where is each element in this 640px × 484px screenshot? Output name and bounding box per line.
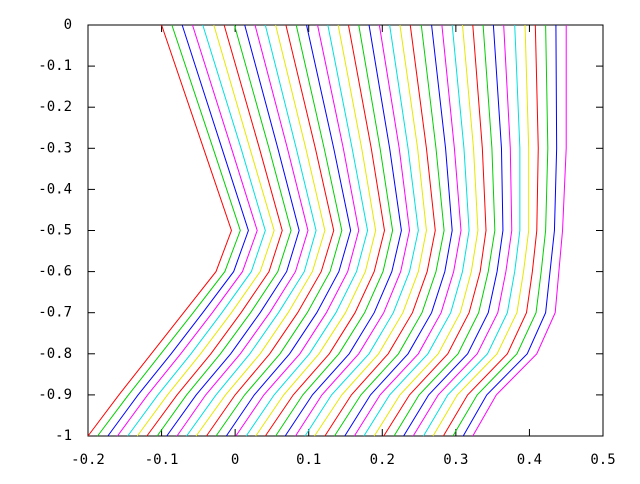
y-tick-label: -0.8 [38,346,72,362]
y-tick-label: -1 [55,428,72,444]
series-line [344,24,453,437]
series-line [412,24,513,437]
x-tick-label: 0.2 [370,452,395,468]
series-line [245,24,369,437]
x-tick-label: 0.4 [517,452,542,468]
y-tick-label: -0.6 [38,264,72,280]
y-tick-label: -0.7 [38,305,72,321]
x-tick-label: 0 [231,452,239,468]
series-line [472,25,567,437]
y-tick-label: -0.3 [38,140,72,156]
series-line [235,24,360,437]
y-tick-label: -0.5 [38,223,72,239]
series-line [215,24,343,437]
y-tick-label: -0.4 [38,181,72,197]
series-line [117,24,258,437]
x-tick-label: -0.1 [145,452,179,468]
series-line [225,24,352,437]
series-line [107,24,249,437]
series-line [206,24,335,437]
y-tick-label: -0.9 [38,387,72,403]
x-tick-label: 0.1 [296,452,321,468]
series-line [176,24,309,437]
series-line [462,24,558,437]
series-line [295,24,411,437]
series-line [353,24,462,437]
series-line [195,24,326,437]
series-line [146,24,283,437]
series-line [403,24,504,437]
series-line [275,24,394,437]
x-tick-label: 0.3 [443,452,468,468]
series-line [136,24,275,437]
plot-frame [87,24,604,437]
x-tick-label: -0.2 [71,452,105,468]
series-line [87,24,232,437]
series-line [393,24,496,437]
series-line [373,24,479,437]
series-line [166,24,300,437]
series-line [97,24,241,437]
series-line [423,24,521,437]
y-tick-label: -0.2 [38,99,72,115]
series-line [324,24,436,437]
series-line [334,24,445,437]
series-line [264,24,385,437]
x-tick-label: 0.5 [590,452,615,468]
series-line [314,24,427,437]
series-line [156,24,292,437]
series-line [383,24,487,437]
series-line [432,24,530,437]
series-line [452,24,549,437]
series-line [363,24,470,437]
y-tick-label: -0.1 [38,58,72,74]
series-line [304,24,419,437]
series-line [442,24,539,437]
series-line [255,24,377,437]
series-line [127,24,266,437]
series-line [186,24,317,437]
y-tick-label: 0 [64,17,72,33]
series-line [284,24,402,437]
